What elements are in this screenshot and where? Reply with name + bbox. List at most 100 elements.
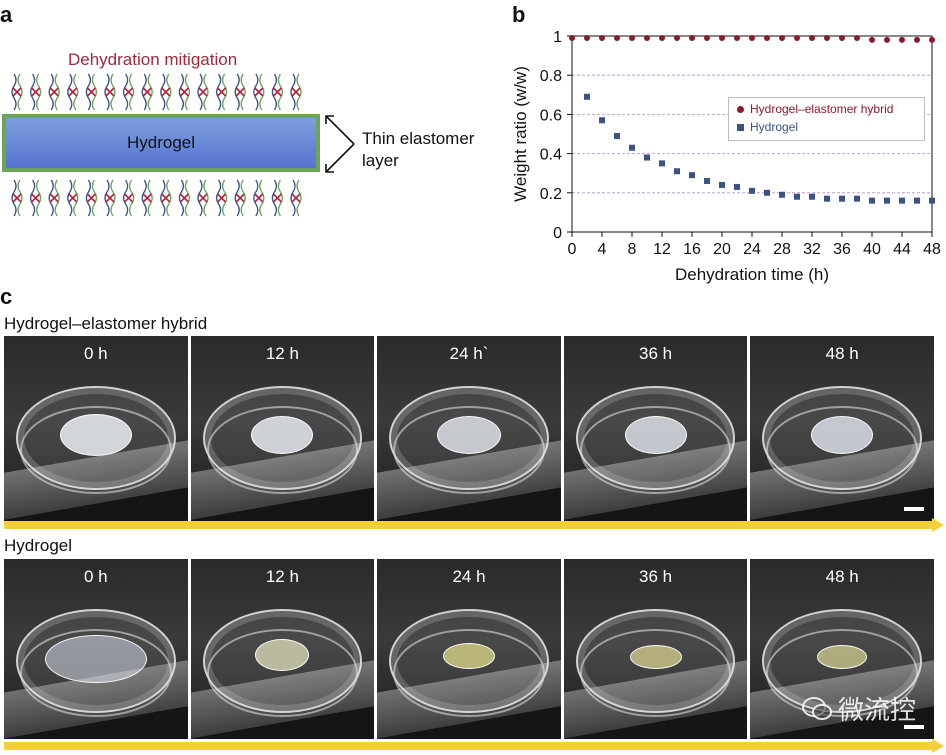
panel-c-letter: c — [0, 284, 13, 309]
polymer-chain-icon — [178, 73, 191, 111]
photo-frame: 0 h — [4, 559, 188, 739]
polymer-chain-icon — [197, 73, 209, 111]
x-tick-label: 28 — [773, 241, 791, 258]
petri-dish-rim — [393, 629, 545, 717]
hydrogel-sample — [436, 416, 501, 454]
y-tick-label: 0 — [553, 225, 562, 242]
scale-bar — [903, 507, 924, 511]
photo-strip-hybrid: 0 h 12 h 24 h` 36 h 48 h — [4, 336, 934, 521]
polymer-chain-icon — [160, 179, 172, 217]
y-tick-label: 0.8 — [540, 68, 562, 85]
photo-frame: 24 h` — [377, 336, 561, 521]
petri-dish-rim — [579, 406, 732, 494]
legend-label-hybrid: Hydrogel–elastomer hybrid — [750, 102, 894, 116]
x-tick-label: 24 — [743, 241, 761, 258]
data-point-hybrid — [899, 36, 905, 43]
data-point-hydrogel — [734, 183, 740, 190]
y-tick-label: 0.2 — [540, 186, 562, 203]
wechat-icon — [801, 696, 832, 720]
data-point-hydrogel — [824, 195, 830, 202]
data-point-hydrogel — [674, 168, 680, 175]
data-point-hydrogel — [809, 193, 815, 200]
row-title-hydrogel: Hydrogel — [4, 536, 73, 555]
polymer-chain-icon — [48, 179, 60, 217]
data-point-hybrid — [809, 34, 815, 41]
elastomer-label: Thin elastomer layer — [362, 128, 474, 172]
hydrogel-sample — [624, 416, 687, 454]
polymer-chain-icon — [271, 179, 284, 217]
legend-label-hydrogel: Hydrogel — [750, 120, 799, 134]
polymer-chain-icon — [11, 73, 23, 111]
data-point-hybrid — [584, 34, 590, 41]
row-title-hybrid: Hydrogel–elastomer hybrid — [4, 314, 208, 333]
data-point-hybrid — [599, 34, 605, 41]
data-point-hybrid — [764, 34, 770, 41]
y-axis-label: Weight ratio (w/w) — [511, 66, 530, 202]
polymer-chain-icon — [215, 179, 228, 217]
time-label: 36 h — [639, 344, 673, 363]
polymer-chain-icon — [85, 73, 98, 111]
x-tick-label: 4 — [598, 241, 607, 258]
data-point-hydrogel — [599, 117, 605, 124]
hydrogel-sample — [442, 643, 495, 669]
data-point-hydrogel — [629, 144, 635, 151]
data-point-hydrogel — [839, 195, 845, 202]
time-arrow-head-hydrogel — [932, 739, 944, 753]
x-axis-label: Dehydration time (h) — [675, 265, 829, 284]
watermark: 微流控 — [801, 690, 916, 727]
polymer-chain-icon — [122, 73, 135, 111]
legend-item-hydrogel: Hydrogel — [737, 120, 798, 134]
x-tick-label: 0 — [568, 241, 577, 258]
data-point-hydrogel — [749, 187, 755, 194]
data-point-hybrid — [569, 34, 575, 41]
elastomer-label-line1: Thin elastomer — [362, 129, 475, 148]
photo-frame: 0 h — [4, 336, 188, 521]
watermark-text: 微流控 — [837, 695, 916, 725]
polymer-chain-icon — [29, 73, 42, 111]
photo-strip-hydrogel: 0 h 12 h 24 h 36 h 48 h — [4, 559, 934, 739]
photo-frame: 48 h — [750, 559, 934, 739]
polymer-chain-icon — [253, 73, 265, 111]
hydrogel-box-label: Hydrogel — [126, 133, 196, 152]
data-point-hydrogel — [659, 160, 665, 167]
data-point-hybrid — [614, 34, 620, 41]
data-point-hydrogel — [869, 197, 875, 204]
data-point-hydrogel — [884, 197, 890, 204]
y-tick-label: 0.6 — [540, 107, 562, 124]
data-point-hybrid — [854, 34, 860, 41]
petri-dish-rim — [20, 629, 172, 717]
data-point-hydrogel — [584, 93, 590, 100]
data-point-hydrogel — [689, 172, 695, 179]
time-label: 48 h — [825, 567, 859, 586]
polymer-chain-icon — [141, 73, 153, 111]
time-label: 0 h — [83, 344, 108, 363]
data-point-hybrid — [749, 34, 755, 41]
x-tick-label: 16 — [683, 241, 701, 258]
hydrogel-sample — [629, 645, 682, 669]
data-point-hydrogel — [644, 154, 650, 161]
polymer-chain-icon — [178, 179, 191, 217]
photo-frame: 36 h — [563, 336, 748, 521]
data-point-hybrid — [794, 34, 800, 41]
time-label: 24 h — [452, 567, 486, 586]
data-point-hydrogel — [899, 197, 905, 204]
elastomer-pointer-arrows — [325, 115, 355, 173]
polymer-chains-bottom — [11, 179, 302, 217]
data-point-hybrid — [869, 36, 875, 43]
photo-frame: 12 h — [190, 559, 375, 739]
y-tick-label: 1 — [553, 29, 562, 46]
data-point-hybrid — [914, 36, 920, 43]
x-tick-label: 20 — [713, 241, 731, 258]
polymer-chain-icon — [234, 73, 246, 111]
x-tick-label: 44 — [893, 241, 911, 258]
polymer-chain-icon — [271, 73, 284, 111]
data-point-hybrid — [929, 36, 935, 43]
panel-b-letter: b — [512, 2, 526, 27]
time-label: 36 h — [639, 567, 673, 586]
data-point-hybrid — [734, 34, 740, 41]
data-point-hybrid — [779, 34, 785, 41]
scale-bar — [903, 725, 924, 729]
photo-frame: 36 h — [563, 559, 748, 739]
hydrogel-sample — [59, 414, 132, 456]
data-point-hydrogel — [794, 193, 800, 200]
